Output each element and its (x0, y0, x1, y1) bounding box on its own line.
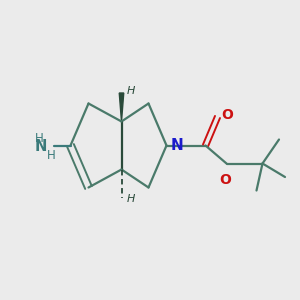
Text: O: O (221, 108, 233, 122)
Text: N: N (35, 140, 47, 154)
Text: N: N (171, 138, 184, 153)
Text: H: H (127, 86, 135, 97)
Polygon shape (119, 93, 124, 122)
Text: H: H (47, 148, 56, 162)
Text: O: O (219, 172, 231, 187)
Text: H: H (127, 194, 135, 205)
Text: H: H (34, 132, 43, 146)
